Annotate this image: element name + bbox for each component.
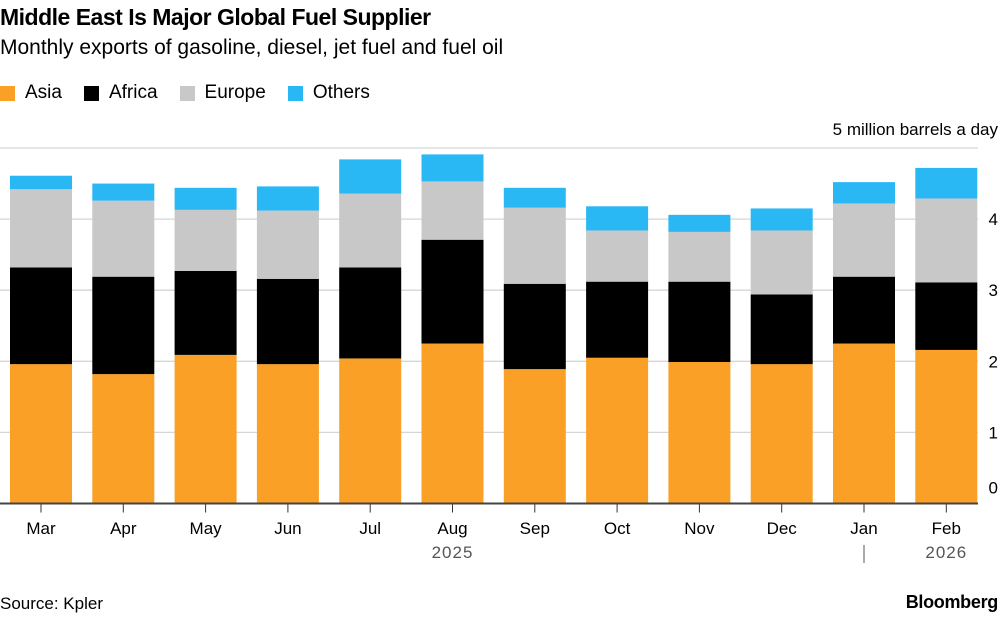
year-label: 2026 [925,543,967,562]
bar-others-mar [10,175,72,190]
bar-others-oct [586,206,649,231]
bloomberg-logo: Bloomberg [905,592,999,612]
legend-item-asia: Asia [0,82,62,104]
legend-label: Asia [25,82,62,103]
legend-swatch-asia [0,85,15,101]
unit-label: 5 million barrels a day [832,120,998,139]
legend-swatch-africa [83,85,99,101]
legend-label: Africa [108,82,158,103]
bar-europe-jan [833,203,895,277]
bar-africa-dec [750,294,813,365]
x-tick-label: Aug [437,519,467,538]
bar-others-feb [915,167,978,199]
bar-africa-nov [668,281,731,363]
bar-europe-may [174,209,237,272]
bar-africa-feb [915,282,978,350]
bar-others-may [174,187,237,210]
y-tick-label: 3 [989,281,998,300]
bar-asia-mar [10,364,72,504]
y-tick-label: 2 [989,352,998,371]
bar-asia-apr [92,374,155,504]
x-tick-label: Mar [26,519,56,538]
bar-europe-oct [586,230,649,282]
bar-others-jan [833,182,895,204]
bar-europe-nov [668,231,731,282]
bar-africa-apr [92,276,155,375]
legend-swatch-others [287,85,303,101]
bar-europe-aug [421,181,484,240]
bar-africa-oct [586,281,649,358]
bar-asia-jun [256,364,319,504]
bar-others-apr [92,183,155,201]
bar-africa-jul [339,267,402,359]
y-tick-label: 1 [989,423,998,442]
bar-africa-aug [421,239,484,344]
legend: Asia Africa Europe Others [0,82,370,104]
bar-europe-feb [915,198,978,283]
legend-item-africa: Africa [83,82,158,104]
bar-africa-may [174,271,237,355]
x-tick-label: Jul [359,519,381,538]
bar-asia-dec [750,364,813,504]
legend-label: Europe [204,82,266,103]
chart-subtitle: Monthly exports of gasoline, diesel, jet… [0,36,504,59]
chart-title: Middle East Is Major Global Fuel Supplie… [0,4,431,30]
bar-asia-jul [339,358,402,504]
bar-others-dec [750,208,813,231]
bar-europe-mar [10,189,72,268]
bar-africa-mar [10,267,72,365]
x-tick-label: Jan [850,519,877,538]
x-tick-label: May [190,519,223,538]
bar-others-nov [668,214,731,232]
x-tick-label: Jun [274,519,301,538]
bar-asia-sep [503,369,566,504]
x-tick-label: Apr [110,519,137,538]
bar-europe-apr [92,200,155,277]
bar-others-jun [256,186,319,211]
source-note: Source: Kpler [0,594,103,613]
bar-europe-sep [503,207,566,284]
bar-europe-jul [339,193,402,268]
bar-asia-aug [421,343,484,504]
x-tick-label: Dec [767,519,798,538]
bar-others-aug [421,154,484,182]
y-tick-label: 4 [989,210,998,229]
year-label: 2025 [432,543,474,562]
bar-asia-feb [915,349,978,504]
bar-africa-sep [503,283,566,370]
x-tick-label: Oct [604,519,631,538]
x-tick-label: Nov [684,519,715,538]
bar-asia-jan [833,343,895,504]
bar-asia-oct [586,357,649,504]
x-tick-label: Feb [932,519,961,538]
bar-africa-jan [833,276,895,344]
bar-asia-may [174,354,237,504]
legend-label: Others [312,82,370,103]
legend-swatch-europe [179,85,195,101]
x-tick-label: Sep [520,519,550,538]
bar-others-sep [503,187,566,208]
y-tick-label: 0 [989,479,998,498]
bar-europe-jun [256,210,319,279]
bar-others-jul [339,159,402,194]
bar-asia-nov [668,362,731,504]
legend-item-others: Others [287,82,370,104]
bar-africa-jun [256,278,319,365]
bar-europe-dec [750,230,813,295]
legend-item-europe: Europe [179,82,266,104]
